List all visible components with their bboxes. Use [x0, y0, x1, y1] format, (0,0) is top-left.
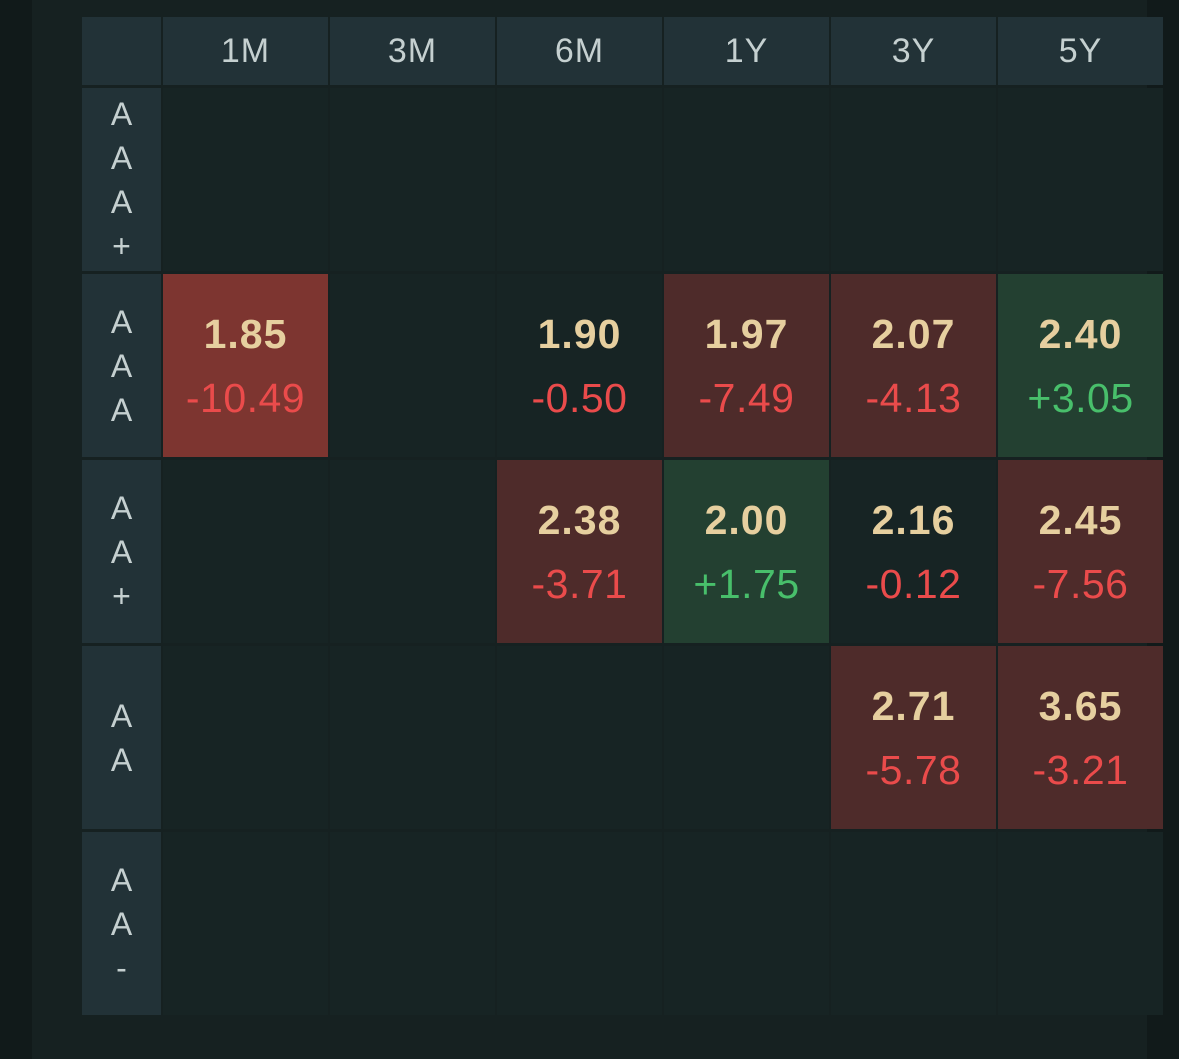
- column-header-3y[interactable]: 3Y: [831, 17, 996, 85]
- cell-value: 2.00: [704, 496, 789, 543]
- cell-change: -5.78: [865, 746, 962, 793]
- cell-change: +3.05: [1027, 374, 1134, 421]
- grid-cell[interactable]: [664, 646, 829, 829]
- column-header-1y[interactable]: 1Y: [664, 17, 829, 85]
- cell-change: -10.49: [185, 374, 306, 421]
- grid-cell[interactable]: [163, 832, 328, 1015]
- grid-cell[interactable]: 1.85 -10.49: [163, 274, 328, 457]
- cell-change: -0.12: [865, 560, 962, 607]
- cell-change: -7.56: [1032, 560, 1129, 607]
- column-header-5y[interactable]: 5Y: [998, 17, 1163, 85]
- grid-cell[interactable]: 1.97 -7.49: [664, 274, 829, 457]
- cell-change: -3.71: [531, 560, 628, 607]
- cell-value: 2.45: [1038, 496, 1123, 543]
- grid-cell[interactable]: 1.90 -0.50: [497, 274, 662, 457]
- cell-change: -0.50: [531, 374, 628, 421]
- grid-cell[interactable]: [831, 88, 996, 271]
- cell-value: 2.38: [537, 496, 622, 543]
- grid-cell[interactable]: 2.40 +3.05: [998, 274, 1163, 457]
- cell-change: -3.21: [1032, 746, 1129, 793]
- grid-cell[interactable]: 2.45 -7.56: [998, 460, 1163, 643]
- cell-value: 1.97: [704, 310, 789, 357]
- heatmap-panel: 1M 3M 6M 1Y 3Y 5Y A A A + A A A 1.85 -10.49 1.90 -…: [32, 0, 1163, 1059]
- grid-cell[interactable]: [163, 646, 328, 829]
- grid-cell[interactable]: 2.71 -5.78: [831, 646, 996, 829]
- cell-value: 1.90: [537, 310, 622, 357]
- cell-change: +1.75: [693, 560, 800, 607]
- cell-change: -7.49: [698, 374, 795, 421]
- grid-cell[interactable]: [998, 832, 1163, 1015]
- cell-change: -4.13: [865, 374, 962, 421]
- grid-cell[interactable]: [330, 88, 495, 271]
- cell-value: 3.65: [1038, 682, 1123, 729]
- grid-cell[interactable]: [831, 832, 996, 1015]
- column-header-1m[interactable]: 1M: [163, 17, 328, 85]
- grid-cell[interactable]: [664, 88, 829, 271]
- grid-cell[interactable]: [163, 460, 328, 643]
- grid-cell[interactable]: [330, 832, 495, 1015]
- grid-cell[interactable]: [330, 460, 495, 643]
- grid-cell[interactable]: 2.00 +1.75: [664, 460, 829, 643]
- grid-cell[interactable]: 3.65 -3.21: [998, 646, 1163, 829]
- grid-cell[interactable]: 2.38 -3.71: [497, 460, 662, 643]
- cell-value: 1.85: [203, 310, 288, 357]
- grid-cell[interactable]: [330, 646, 495, 829]
- grid-cell[interactable]: [497, 646, 662, 829]
- grid-cell[interactable]: 2.07 -4.13: [831, 274, 996, 457]
- column-header-3m[interactable]: 3M: [330, 17, 495, 85]
- rating-tenor-grid: 1M 3M 6M 1Y 3Y 5Y A A A + A A A 1.85 -10.49 1.90 -…: [82, 17, 1163, 1015]
- row-header-aaplus[interactable]: A A +: [82, 460, 161, 643]
- cell-value: 2.71: [871, 682, 956, 729]
- grid-cell[interactable]: [497, 832, 662, 1015]
- column-header-6m[interactable]: 6M: [497, 17, 662, 85]
- cell-value: 2.07: [871, 310, 956, 357]
- grid-cell[interactable]: [497, 88, 662, 271]
- grid-cell[interactable]: [163, 88, 328, 271]
- cell-value: 2.16: [871, 496, 956, 543]
- row-header-aaaplus[interactable]: A A A +: [82, 88, 161, 271]
- grid-corner: [82, 17, 161, 85]
- grid-cell[interactable]: 2.16 -0.12: [831, 460, 996, 643]
- grid-cell[interactable]: [664, 832, 829, 1015]
- cell-value: 2.40: [1038, 310, 1123, 357]
- grid-cell[interactable]: [330, 274, 495, 457]
- grid-cell[interactable]: [998, 88, 1163, 271]
